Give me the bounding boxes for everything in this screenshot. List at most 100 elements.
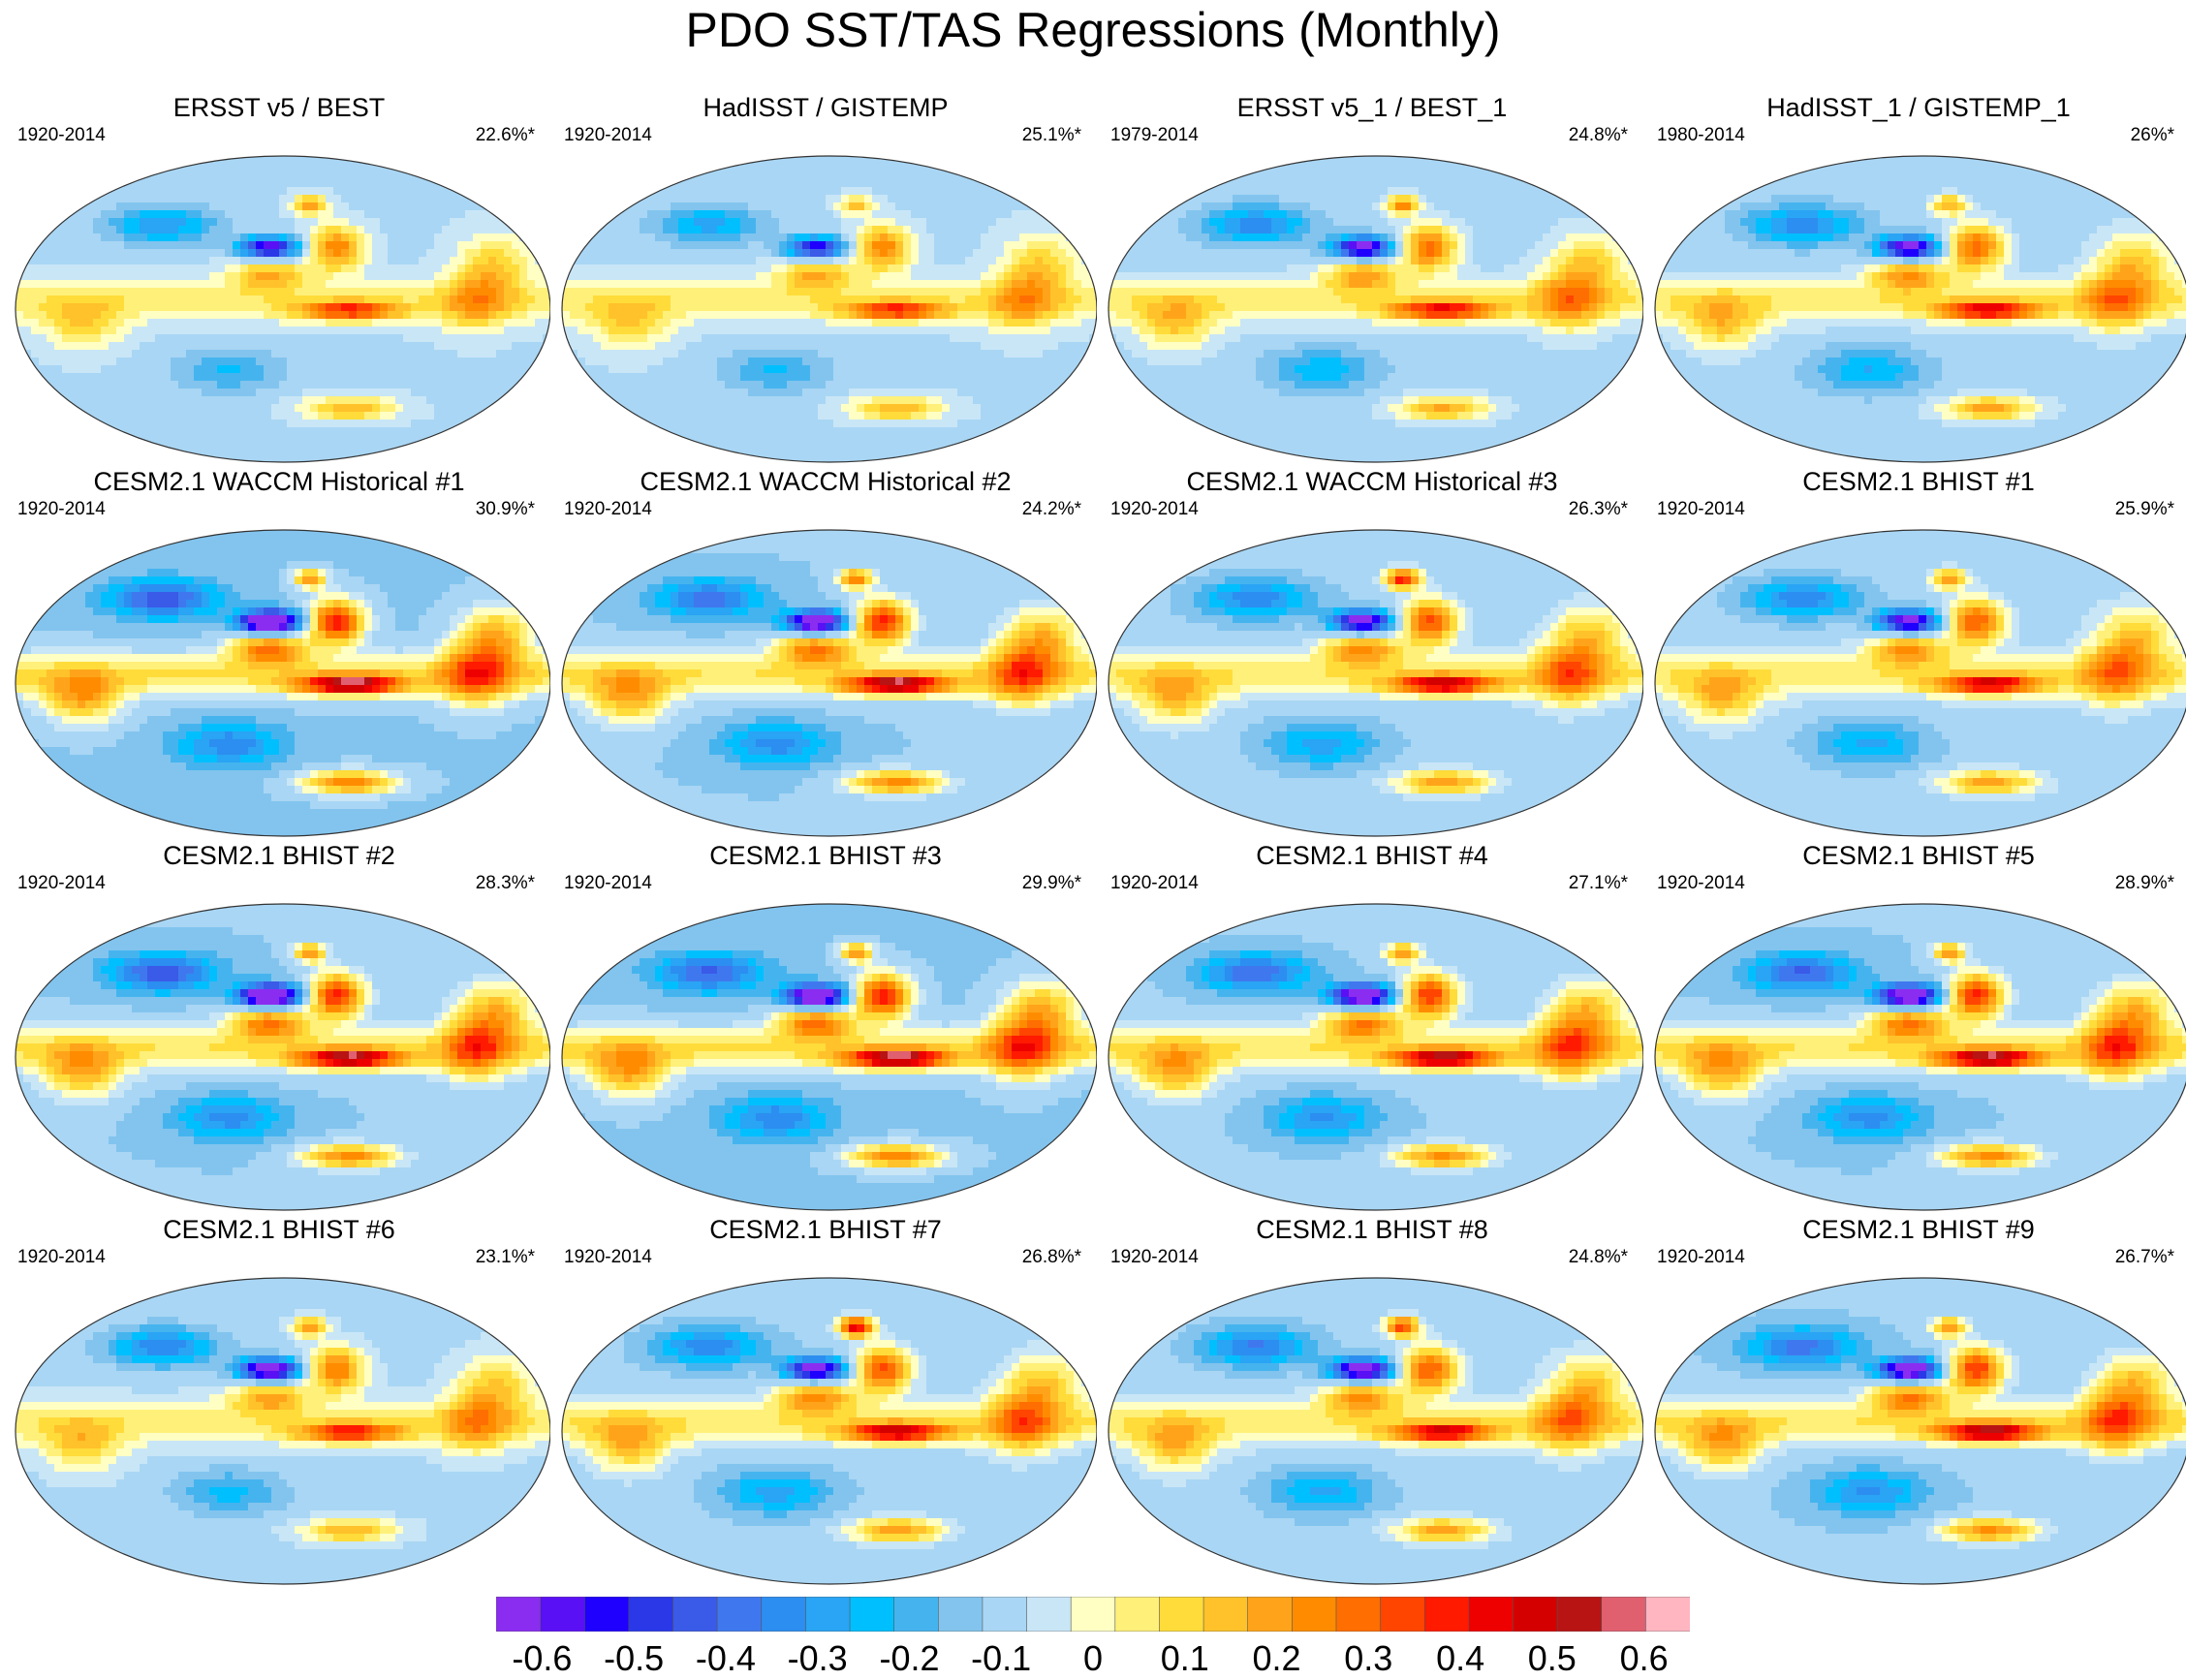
field-cell — [271, 226, 280, 234]
field-cell — [512, 202, 520, 211]
field-cell — [326, 179, 334, 188]
field-cell — [934, 218, 943, 227]
field-cell — [895, 187, 904, 196]
field-cell — [326, 296, 334, 304]
field-cell — [457, 319, 466, 327]
field-cell — [388, 210, 396, 219]
field-cell — [326, 280, 334, 289]
field-cell — [504, 373, 513, 382]
field-cell — [264, 327, 272, 335]
field-cell — [864, 226, 873, 234]
field-cell — [147, 396, 156, 405]
field-cell — [209, 288, 218, 296]
field-cell — [225, 303, 234, 312]
field-cell — [740, 365, 749, 374]
field-cell — [988, 164, 997, 172]
field-cell — [279, 342, 288, 351]
field-cell — [593, 264, 602, 273]
field-cell — [70, 202, 78, 211]
field-cell — [833, 327, 842, 335]
field-cell — [248, 241, 257, 250]
field-cell — [1050, 226, 1059, 234]
field-cell — [31, 288, 40, 296]
field-cell — [93, 218, 102, 227]
field-cell — [950, 218, 958, 227]
field-cell — [264, 171, 272, 180]
field-cell — [364, 389, 373, 397]
field-cell — [419, 272, 427, 281]
field-cell — [694, 303, 703, 312]
field-cell — [395, 156, 404, 165]
field-cell — [826, 311, 834, 320]
field-cell — [826, 280, 834, 289]
field-cell — [47, 272, 55, 281]
field-cell — [116, 218, 125, 227]
field-cell — [895, 311, 904, 320]
field-cell — [818, 319, 827, 327]
field-cell — [310, 210, 319, 219]
field-cell — [779, 296, 788, 304]
field-cell — [132, 358, 141, 366]
field-cell — [31, 179, 40, 188]
field-cell — [663, 342, 671, 351]
field-cell — [395, 358, 404, 366]
field-cell — [841, 342, 850, 351]
field-cell — [570, 296, 578, 304]
field-cell — [872, 272, 881, 281]
field-cell — [717, 218, 726, 227]
field-cell — [209, 451, 218, 459]
field-cell — [31, 458, 40, 462]
field-cell — [186, 195, 195, 203]
field-cell — [54, 288, 63, 296]
field-cell — [504, 404, 513, 413]
field-cell — [957, 288, 966, 296]
field-cell — [403, 303, 412, 312]
field-cell — [457, 241, 466, 250]
field-cell — [981, 389, 989, 397]
field-cell — [857, 218, 865, 227]
field-cell — [233, 202, 241, 211]
field-cell — [93, 334, 102, 343]
field-cell — [209, 218, 218, 227]
field-cell — [225, 187, 234, 196]
field-cell — [709, 389, 718, 397]
field-cell — [349, 365, 358, 374]
field-cell — [981, 233, 989, 242]
field-cell — [802, 179, 811, 188]
field-cell — [23, 396, 32, 405]
field-cell — [16, 218, 24, 227]
field-cell — [632, 350, 640, 358]
field-cell — [702, 210, 710, 219]
field-cell — [395, 412, 404, 420]
field-cell — [419, 381, 427, 389]
field-cell — [864, 396, 873, 405]
field-cell — [519, 327, 528, 335]
field-cell — [663, 195, 671, 203]
field-cell — [54, 334, 63, 343]
field-cell — [725, 179, 734, 188]
field-cell — [194, 264, 203, 273]
field-cell — [911, 249, 920, 258]
field-cell — [124, 404, 133, 413]
field-cell — [764, 264, 772, 273]
field-cell — [465, 264, 474, 273]
field-cell — [802, 350, 811, 358]
field-cell — [279, 257, 288, 265]
field-cell — [903, 350, 912, 358]
field-cell — [380, 296, 389, 304]
field-cell — [388, 195, 396, 203]
field-cell — [248, 296, 257, 304]
field-cell — [1081, 365, 1090, 374]
field-cell — [310, 280, 319, 289]
field-cell — [655, 319, 664, 327]
field-cell — [1035, 327, 1044, 335]
field-cell — [616, 381, 625, 389]
field-cell — [287, 420, 296, 428]
field-cell — [717, 334, 726, 343]
field-cell — [864, 179, 873, 188]
field-cell — [702, 288, 710, 296]
field-cell — [926, 288, 935, 296]
field-cell — [163, 373, 172, 382]
field-cell — [388, 303, 396, 312]
field-cell — [740, 373, 749, 382]
